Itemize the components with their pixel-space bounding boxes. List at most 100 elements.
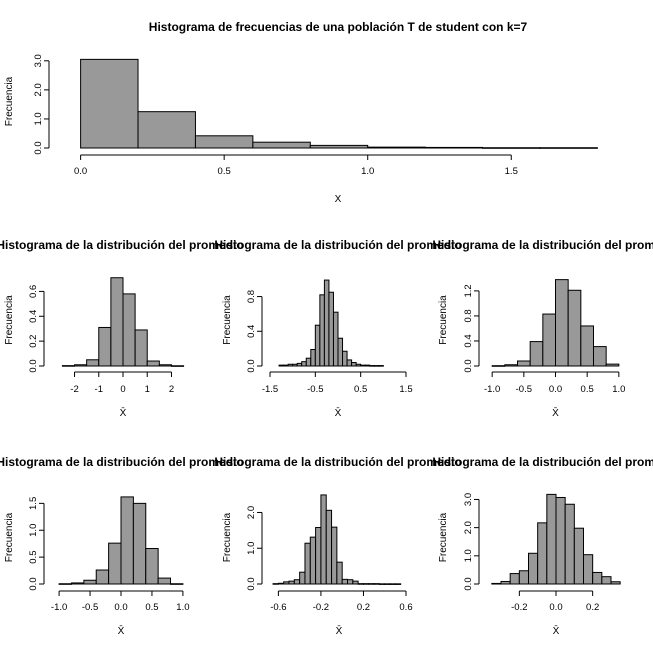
- histogram-bar: [384, 583, 391, 585]
- histogram-bar: [278, 364, 285, 367]
- histogram-bar: [504, 364, 519, 367]
- histogram-bar: [309, 144, 369, 149]
- histogram-bar: [194, 135, 254, 149]
- histogram-bar: [134, 329, 148, 367]
- x-tick-label: 0.0: [74, 166, 87, 177]
- histogram-bar: [288, 580, 295, 585]
- histogram-bar: [542, 313, 556, 367]
- y-tick-label: 0.4: [28, 310, 39, 323]
- histogram-bar: [98, 326, 112, 367]
- histogram-bar: [310, 349, 316, 367]
- y-axis: 0.0 1.0 2.0 3.0: [33, 54, 50, 155]
- histogram-bar: [331, 526, 338, 585]
- x-axis-label: X: [335, 194, 342, 205]
- y-tick-label: 2.0: [33, 83, 44, 96]
- histogram-bar: [346, 359, 353, 367]
- x-axis-label: X̄: [336, 624, 343, 637]
- histogram-bar: [567, 289, 582, 367]
- y-axis-label: Frecuencia: [4, 512, 15, 562]
- histogram-bar: [95, 569, 110, 585]
- histogram-panel-6: Histograma de la distribución del promed…: [214, 455, 461, 637]
- histogram-bar: [309, 536, 317, 585]
- histogram-bar: [491, 582, 502, 585]
- x-tick-label: 1.5: [399, 384, 412, 395]
- histogram-bar: [325, 509, 333, 585]
- histogram-panel-4: Histograma de la distribución del promed…: [432, 238, 653, 419]
- chart-title: Histograma de frecuencias de una poblaci…: [149, 20, 528, 34]
- x-tick-label: 0.5: [354, 384, 367, 395]
- x-axis: 0.0 0.5 1.0 1.5: [74, 154, 518, 177]
- x-axis-label: X̄: [335, 406, 342, 419]
- histogram-panel-1: Histograma de frecuencias de una poblaci…: [4, 20, 598, 205]
- x-tick-label: -0.5: [516, 384, 532, 395]
- histogram-bar: [314, 324, 321, 367]
- y-tick-label: 3.0: [33, 54, 44, 67]
- histogram-bar: [157, 577, 172, 585]
- histogram-bar: [158, 364, 172, 367]
- x-tick-label: -0.5: [307, 384, 323, 395]
- y-axis: 0.0 0.2 0.4 0.6: [28, 285, 45, 373]
- histogram-bar: [342, 350, 348, 367]
- histogram-bar: [509, 573, 520, 585]
- histogram-bar: [336, 561, 343, 585]
- histogram-bar: [360, 364, 366, 367]
- histogram-bar: [555, 496, 566, 585]
- histogram-panel-3: Histograma de la distribución del promed…: [214, 238, 461, 419]
- histogram-bar: [328, 291, 334, 367]
- histogram-bar: [319, 294, 325, 367]
- histogram-bar: [518, 570, 529, 585]
- histogram-bar: [108, 542, 122, 585]
- chart-title: Histograma de la distribución del promed…: [432, 455, 653, 469]
- histogram-bar: [283, 581, 290, 585]
- x-axis: -1.0 -0.5 0.0 0.5 1.0: [484, 371, 625, 395]
- y-tick-label: 1.5: [28, 497, 39, 510]
- histogram-bar: [539, 147, 598, 149]
- histogram-bar: [170, 583, 184, 585]
- x-tick-label: -1.0: [484, 384, 500, 395]
- x-tick-label: 1.5: [505, 166, 518, 177]
- x-tick-label: -0.2: [313, 602, 329, 613]
- histogram-bar: [593, 346, 607, 367]
- histogram-bar: [301, 361, 307, 367]
- y-tick-label: 1.2: [463, 284, 474, 297]
- y-tick-label: 0.6: [28, 285, 39, 298]
- chart-title: Histograma de la distribución del promed…: [214, 238, 461, 252]
- x-tick-label: 1.0: [612, 384, 625, 395]
- histogram-bar: [482, 147, 541, 149]
- y-tick-label: 1.0: [246, 542, 257, 555]
- x-axis: -1.0 -0.5 0.0 0.5 1.0: [51, 590, 190, 613]
- y-tick-label: 2.0: [463, 521, 474, 534]
- x-tick-label: 0.6: [399, 602, 412, 613]
- x-tick-label: -1: [95, 384, 103, 395]
- x-tick-label: 0.5: [218, 166, 231, 177]
- y-tick-label: 1.0: [463, 549, 474, 562]
- x-axis: -0.6 -0.2 0.2 0.6: [270, 590, 413, 613]
- y-tick-label: 0.0: [246, 359, 257, 372]
- chart-title: Histograma de la distribución del promed…: [0, 455, 244, 469]
- histogram-bar: [252, 141, 311, 149]
- histogram-bar: [296, 362, 303, 367]
- y-tick-label: 2.0: [246, 506, 257, 519]
- y-tick-label: 0.0: [463, 577, 474, 590]
- x-tick-label: 1.0: [176, 602, 189, 613]
- histogram-bar: [373, 365, 380, 367]
- y-tick-label: 0.0: [246, 577, 257, 590]
- histogram-bar: [601, 576, 612, 585]
- y-axis: 0.0 1.0 2.0 3.0: [463, 493, 480, 591]
- y-tick-label: 0.2: [28, 335, 39, 348]
- histogram-bar: [61, 365, 76, 367]
- histogram-bar: [305, 357, 312, 367]
- x-tick-label: 1.0: [361, 166, 374, 177]
- histogram-bar: [517, 360, 531, 367]
- histogram-bar: [546, 493, 557, 585]
- histogram-bar: [368, 583, 375, 585]
- y-tick-label: 1.0: [28, 524, 39, 537]
- x-tick-label: 0.5: [581, 384, 594, 395]
- y-tick-label: 0.0: [28, 577, 39, 590]
- histogram-bar: [537, 522, 548, 585]
- y-axis-label: Frecuencia: [4, 76, 15, 126]
- histogram-bar: [337, 337, 344, 367]
- y-tick-label: 1.0: [33, 112, 44, 125]
- histogram-bar: [592, 571, 603, 585]
